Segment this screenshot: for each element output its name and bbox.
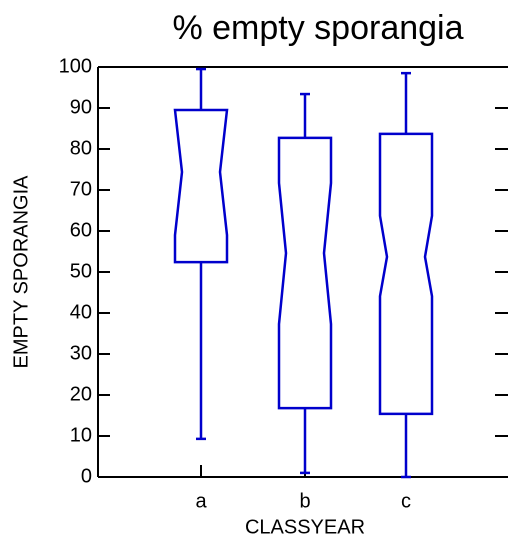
box	[378, 132, 434, 416]
y-tick-label: 90	[70, 96, 92, 118]
y-tick-label: 50	[70, 260, 92, 282]
y-axis-label: EMPTY SPORANGIA	[10, 175, 32, 369]
y-tick-label: 70	[70, 178, 92, 200]
y-tick-label: 40	[70, 301, 92, 323]
y-tick-label: 30	[70, 342, 92, 364]
chart-title: % empty sporangia	[172, 9, 463, 47]
y-tick-label: 80	[70, 137, 92, 159]
x-tick-label: b	[299, 490, 310, 512]
x-tick-label: c	[401, 490, 411, 512]
y-tick-label: 20	[70, 383, 92, 405]
x-axis-label: CLASSYEAR	[245, 516, 365, 538]
box	[173, 108, 229, 264]
y-tick-label: 60	[70, 219, 92, 241]
box	[277, 136, 333, 410]
y-tick-label: 100	[59, 55, 92, 77]
y-tick-label: 0	[81, 465, 92, 487]
y-tick-label: 10	[70, 424, 92, 446]
x-tick-label: a	[195, 490, 207, 512]
